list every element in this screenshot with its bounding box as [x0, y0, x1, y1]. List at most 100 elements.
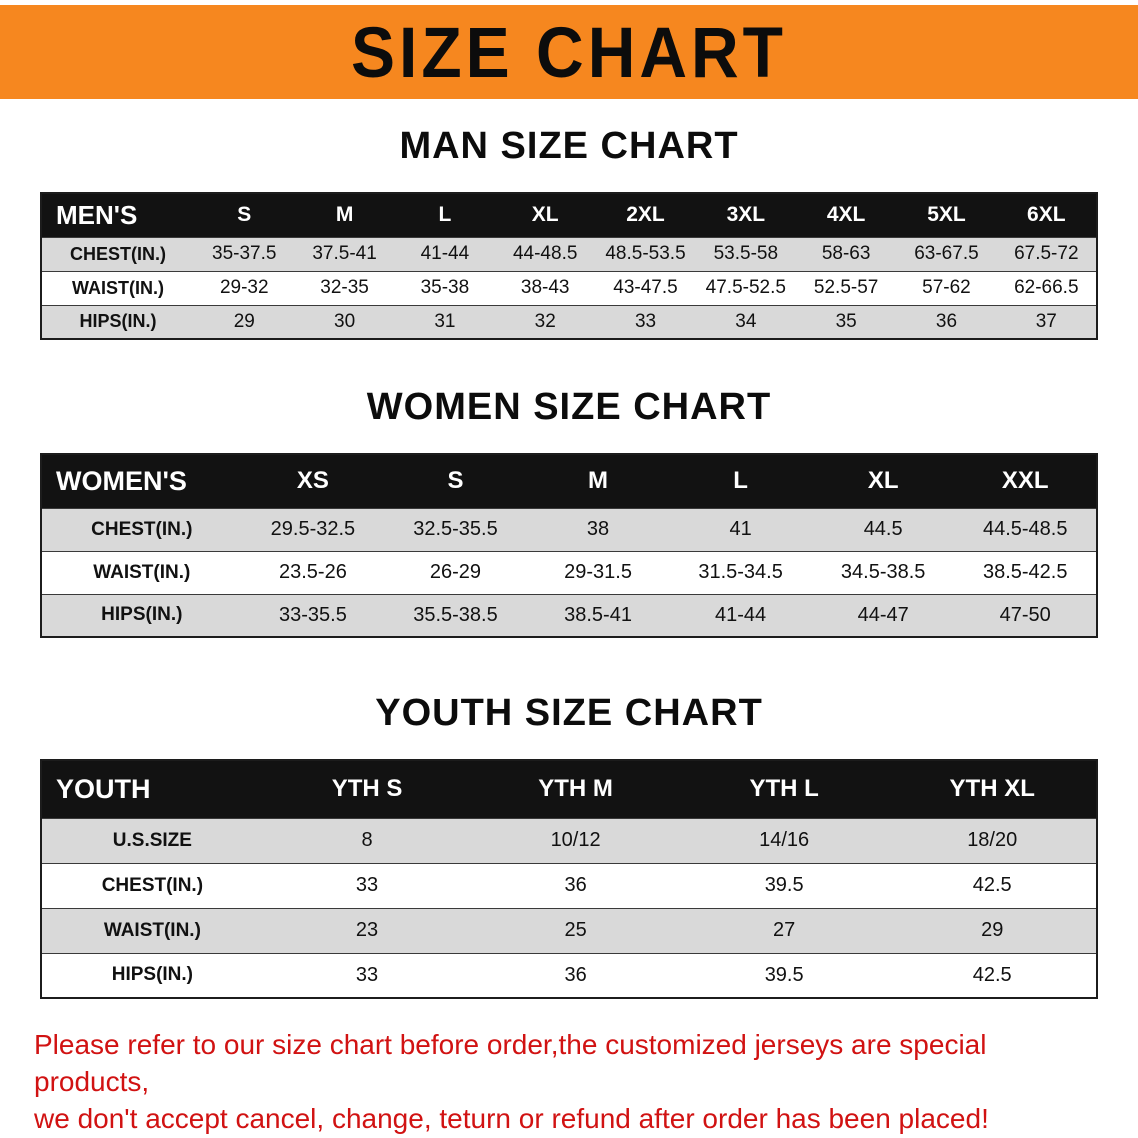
size-column-header: M: [294, 193, 395, 237]
women-chest-row: CHEST(IN.) 29.5-32.5 32.5-35.5 38 41 44.…: [41, 507, 1097, 551]
value-cell: 32-35: [294, 270, 395, 305]
youth-section: YOUTH SIZE CHART YOUTH YTH S YTH M YTH L…: [0, 692, 1138, 999]
value-cell: 47-50: [954, 593, 1097, 637]
row-label: HIPS(IN.): [41, 593, 242, 637]
youth-header-row: YOUTH YTH S YTH M YTH L YTH XL: [41, 760, 1097, 818]
value-cell: 36: [896, 304, 997, 339]
value-cell: 38.5-42.5: [954, 550, 1097, 594]
value-cell: 31.5-34.5: [669, 550, 812, 594]
row-label: HIPS(IN.): [41, 952, 263, 998]
row-label: HIPS(IN.): [41, 304, 195, 339]
value-cell: 39.5: [679, 862, 889, 908]
youth-ussize-row: U.S.SIZE 8 10/12 14/16 18/20: [41, 817, 1097, 863]
size-column-header: S: [384, 454, 527, 508]
value-cell: 29: [888, 907, 1097, 953]
value-cell: 44-47: [811, 593, 955, 637]
size-column-header: S: [194, 193, 295, 237]
value-cell: 48.5-53.5: [595, 236, 696, 271]
disclaimer-line-1: Please refer to our size chart before or…: [34, 1029, 987, 1097]
women-hips-row: HIPS(IN.) 33-35.5 35.5-38.5 38.5-41 41-4…: [41, 593, 1097, 637]
banner: SIZE CHART: [0, 5, 1138, 99]
disclaimer: Please refer to our size chart before or…: [34, 1027, 1104, 1138]
value-cell: 57-62: [896, 270, 997, 305]
value-cell: 14/16: [679, 817, 889, 863]
men-size-table: MEN'S S M L XL 2XL 3XL 4XL 5XL 6XL CHEST…: [40, 192, 1098, 340]
value-cell: 32: [495, 304, 596, 339]
size-column-header: YTH L: [679, 760, 889, 818]
size-column-header: XXL: [954, 454, 1097, 508]
size-column-header: XS: [241, 454, 385, 508]
value-cell: 37.5-41: [294, 236, 395, 271]
size-column-header: 6XL: [996, 193, 1097, 237]
size-column-header: YTH XL: [888, 760, 1097, 818]
value-cell: 41-44: [394, 236, 496, 271]
value-cell: 35: [795, 304, 897, 339]
women-header-row: WOMEN'S XS S M L XL XXL: [41, 454, 1097, 508]
size-column-header: XL: [811, 454, 955, 508]
youth-section-heading: YOUTH SIZE CHART: [375, 692, 763, 734]
youth-hips-row: HIPS(IN.) 33 36 39.5 42.5: [41, 952, 1097, 998]
value-cell: 29: [194, 304, 295, 339]
men-header-row: MEN'S S M L XL 2XL 3XL 4XL 5XL 6XL: [41, 193, 1097, 237]
women-section: WOMEN SIZE CHART WOMEN'S XS S M L XL XXL…: [0, 386, 1138, 638]
value-cell: 33: [595, 304, 696, 339]
value-cell: 25: [471, 907, 680, 953]
size-column-header: L: [394, 193, 496, 237]
size-chart-page: SIZE CHART MAN SIZE CHART MEN'S S M L XL…: [0, 5, 1138, 1138]
value-cell: 33: [262, 952, 472, 998]
value-cell: 44-48.5: [495, 236, 596, 271]
youth-size-table: YOUTH YTH S YTH M YTH L YTH XL U.S.SIZE …: [40, 759, 1098, 999]
row-label: WAIST(IN.): [41, 907, 263, 953]
men-section-heading: MAN SIZE CHART: [399, 125, 739, 167]
row-label: WAIST(IN.): [41, 270, 195, 305]
value-cell: 26-29: [384, 550, 527, 594]
disclaimer-line-2: we don't accept cancel, change, teturn o…: [34, 1102, 989, 1134]
men-section: MAN SIZE CHART MEN'S S M L XL 2XL 3XL 4X…: [0, 125, 1138, 340]
size-column-header: 2XL: [595, 193, 696, 237]
value-cell: 36: [471, 862, 680, 908]
value-cell: 32.5-35.5: [384, 507, 527, 551]
value-cell: 38: [526, 507, 670, 551]
size-column-header: YTH M: [471, 760, 680, 818]
value-cell: 38.5-41: [526, 593, 670, 637]
youth-chest-row: CHEST(IN.) 33 36 39.5 42.5: [41, 862, 1097, 908]
value-cell: 42.5: [888, 862, 1097, 908]
value-cell: 33: [262, 862, 472, 908]
value-cell: 63-67.5: [896, 236, 997, 271]
men-hips-row: HIPS(IN.) 29 30 31 32 33 34 35 36 37: [41, 304, 1097, 339]
value-cell: 10/12: [471, 817, 680, 863]
value-cell: 35-37.5: [194, 236, 295, 271]
value-cell: 42.5: [888, 952, 1097, 998]
youth-table-label: YOUTH: [41, 760, 263, 818]
value-cell: 41-44: [669, 593, 812, 637]
value-cell: 43-47.5: [595, 270, 696, 305]
value-cell: 18/20: [888, 817, 1097, 863]
value-cell: 44.5: [811, 507, 955, 551]
value-cell: 41: [669, 507, 812, 551]
row-label: U.S.SIZE: [41, 817, 263, 863]
women-size-table: WOMEN'S XS S M L XL XXL CHEST(IN.) 29.5-…: [40, 453, 1098, 638]
value-cell: 52.5-57: [795, 270, 897, 305]
value-cell: 23.5-26: [241, 550, 385, 594]
value-cell: 23: [262, 907, 472, 953]
value-cell: 53.5-58: [695, 236, 796, 271]
value-cell: 35.5-38.5: [384, 593, 527, 637]
value-cell: 58-63: [795, 236, 897, 271]
size-column-header: 5XL: [896, 193, 997, 237]
women-section-heading: WOMEN SIZE CHART: [366, 386, 772, 428]
value-cell: 37: [996, 304, 1097, 339]
value-cell: 47.5-52.5: [695, 270, 796, 305]
size-column-header: L: [669, 454, 812, 508]
men-waist-row: WAIST(IN.) 29-32 32-35 35-38 38-43 43-47…: [41, 270, 1097, 305]
value-cell: 33-35.5: [241, 593, 385, 637]
value-cell: 29-31.5: [526, 550, 670, 594]
row-label: CHEST(IN.): [41, 862, 263, 908]
value-cell: 29.5-32.5: [241, 507, 385, 551]
value-cell: 8: [262, 817, 472, 863]
value-cell: 38-43: [495, 270, 596, 305]
youth-waist-row: WAIST(IN.) 23 25 27 29: [41, 907, 1097, 953]
value-cell: 34.5-38.5: [811, 550, 955, 594]
women-table-label: WOMEN'S: [41, 454, 242, 508]
value-cell: 34: [695, 304, 796, 339]
size-column-header: 3XL: [695, 193, 796, 237]
